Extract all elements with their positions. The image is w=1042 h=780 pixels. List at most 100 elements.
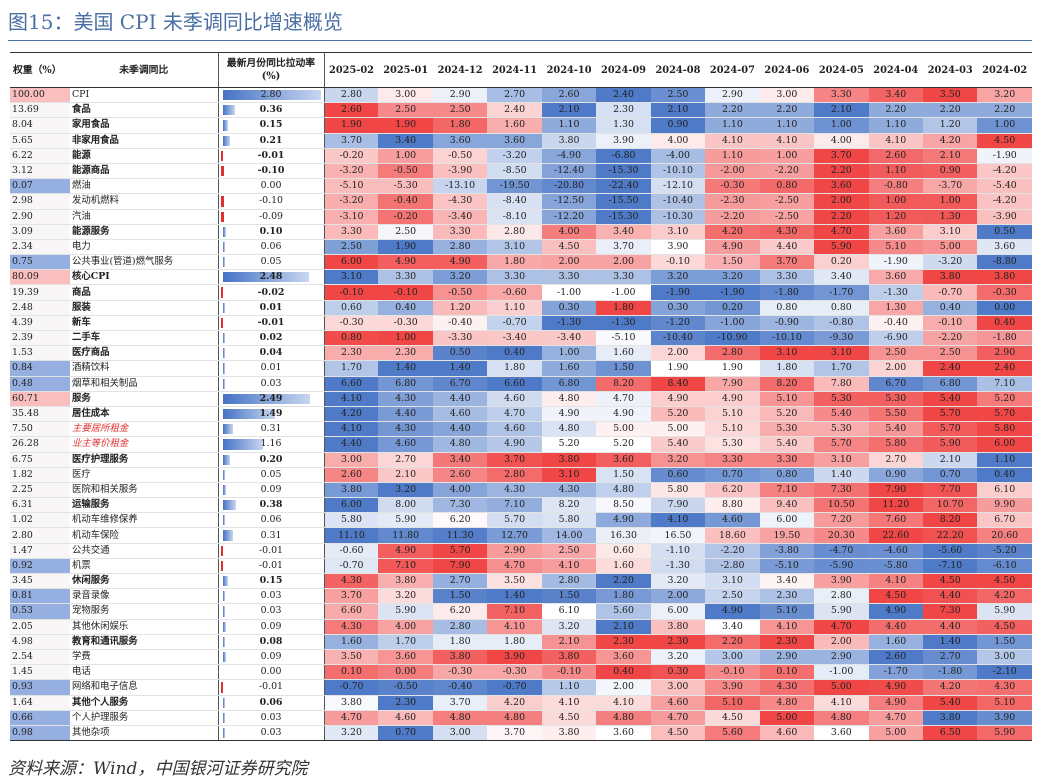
heatmap-cell: 3.20	[977, 86, 1032, 104]
heatmap-cell: -19.50	[487, 178, 542, 195]
contribution-value: 0.04	[259, 347, 283, 359]
heatmap-cell: -0.30	[324, 315, 379, 332]
heatmap-cell: -13.10	[432, 178, 488, 195]
heatmap-cell: -0.70	[324, 679, 379, 696]
row-item-name: 公共交通	[70, 543, 219, 559]
heatmap-cell: 3.80	[923, 710, 978, 726]
table-row: 1.64 其他个人服务 0.06 3.80 2.30 3.70 4.20 4.10 4.10 4.…	[10, 695, 1032, 711]
heatmap-cell: 0.00	[378, 664, 433, 681]
table-row: 2.80 机动车保险 0.31 11.10 11.80 11.30 12.70 14.00 16…	[10, 527, 1032, 544]
heatmap-cell: 3.90	[977, 710, 1032, 726]
heatmap-cell: 3.70	[487, 725, 542, 742]
contribution-bar	[222, 469, 225, 480]
heatmap-cell: 5.70	[923, 406, 978, 423]
heatmap-cell: 8.20	[759, 376, 815, 392]
heatmap-cell: 7.10	[977, 376, 1032, 392]
heatmap-cell: 7.90	[432, 558, 488, 575]
heatmap-cell: 7.20	[814, 512, 869, 529]
row-weight: 0.53	[10, 603, 70, 620]
heatmap-cell: 2.00	[868, 360, 923, 377]
heatmap-cell: 5.90	[378, 512, 433, 529]
table-row: 1.82 医疗 0.05 2.60 2.10 2.60 2.80 3.10 1.50 0.60 0.…	[10, 467, 1032, 483]
source-note: 资料来源：Wind，中国银河证券研究院	[8, 759, 308, 779]
contribution-bar	[222, 302, 225, 313]
heatmap-cell: 4.60	[487, 421, 542, 438]
contribution-bar	[222, 272, 310, 283]
heatmap-cell: 1.80	[432, 117, 488, 134]
heatmap-cell: 3.20	[378, 482, 433, 499]
heatmap-cell: 5.90	[814, 603, 869, 620]
heatmap-cell: -0.20	[324, 147, 379, 164]
heatmap-cell: 7.60	[868, 512, 923, 529]
row-weight: 0.75	[10, 254, 70, 271]
heatmap-cell: 3.80	[324, 695, 379, 711]
contribution-bar	[222, 500, 236, 511]
header-month: 2024-05	[814, 52, 869, 88]
row-item-name: 宠物服务	[70, 603, 219, 620]
heatmap-cell: 3.20	[432, 269, 488, 286]
heatmap-cell: 18.60	[705, 527, 760, 544]
heatmap-cell: -3.20	[487, 147, 542, 164]
heatmap-cell: 3.00	[432, 725, 488, 742]
heatmap-cell: 2.30	[759, 588, 815, 605]
heatmap-cell: 5.00	[923, 239, 978, 256]
heatmap-cell: 4.10	[541, 695, 597, 711]
heatmap-cell: 3.80	[541, 452, 597, 468]
heatmap-cell: -2.80	[705, 558, 760, 575]
row-contribution: 0.04	[218, 345, 325, 362]
heatmap-cell: 5.30	[868, 390, 923, 407]
heatmap-cell: 3.20	[378, 588, 433, 605]
heatmap-cell: 3.30	[378, 269, 433, 286]
heatmap-cell: 5.80	[324, 512, 379, 529]
heatmap-cell: 2.30	[378, 345, 433, 362]
row-item-name: 机票	[70, 558, 219, 575]
heatmap-cell: 16.30	[596, 527, 651, 544]
heatmap-cell: 4.30	[487, 482, 542, 499]
heatmap-cell: 6.60	[324, 376, 379, 392]
heatmap-cell: 6.20	[432, 603, 488, 620]
contribution-value: 0.05	[260, 468, 282, 480]
heatmap-cell: 3.40	[596, 224, 651, 240]
row-weight: 60.71	[10, 390, 70, 407]
heatmap-cell: 2.60	[868, 147, 923, 164]
heatmap-cell: 3.70	[324, 133, 379, 149]
heatmap-cell: 6.80	[378, 376, 433, 392]
heatmap-cell: 3.20	[650, 452, 706, 468]
heatmap-cell: 2.50	[650, 86, 706, 104]
heatmap-cell: 5.70	[923, 421, 978, 438]
heatmap-cell: 3.10	[541, 467, 597, 483]
contribution-bar	[220, 287, 223, 298]
row-weight: 2.98	[10, 193, 70, 210]
heatmap-cell: 3.10	[814, 452, 869, 468]
heatmap-cell: 2.20	[977, 102, 1032, 119]
heatmap-cell: 2.40	[596, 86, 651, 104]
table-row: 5.65 非家用食品 0.21 3.70 3.40 3.60 3.60 3.80 3.90 4.0…	[10, 133, 1032, 149]
row-contribution: 0.03	[218, 603, 325, 620]
heatmap-cell: 1.10	[977, 452, 1032, 468]
heatmap-cell: 2.00	[814, 193, 869, 210]
heatmap-cell: 3.30	[759, 269, 815, 286]
heatmap-cell: 4.60	[378, 436, 433, 453]
heatmap-cell: 0.70	[378, 725, 433, 742]
contribution-value: 0.01	[259, 301, 283, 313]
heatmap-cell: 3.90	[487, 649, 542, 666]
heatmap-cell: 5.80	[650, 482, 706, 499]
row-weight: 1.82	[10, 467, 70, 483]
heatmap-cell: 4.90	[487, 436, 542, 453]
heatmap-cell: 5.30	[814, 421, 869, 438]
contribution-value: 0.31	[260, 423, 282, 435]
heatmap-cell: 4.50	[705, 710, 760, 726]
heatmap-cell: 22.20	[923, 527, 978, 544]
heatmap-cell: -3.70	[923, 178, 978, 195]
heatmap-cell: 4.70	[487, 406, 542, 423]
heatmap-cell: 2.00	[650, 345, 706, 362]
row-item-name: 能源	[70, 147, 219, 164]
row-item-name: 医疗商品	[70, 345, 219, 362]
contribution-bar	[222, 90, 321, 101]
row-weight: 3.12	[10, 163, 70, 180]
heatmap-cell: 3.00	[705, 649, 760, 666]
contribution-value: 1.49	[259, 408, 283, 420]
heatmap-cell: -8.80	[977, 254, 1032, 271]
heatmap-cell: -5.60	[923, 543, 978, 559]
heatmap-cell: 6.00	[650, 603, 706, 620]
